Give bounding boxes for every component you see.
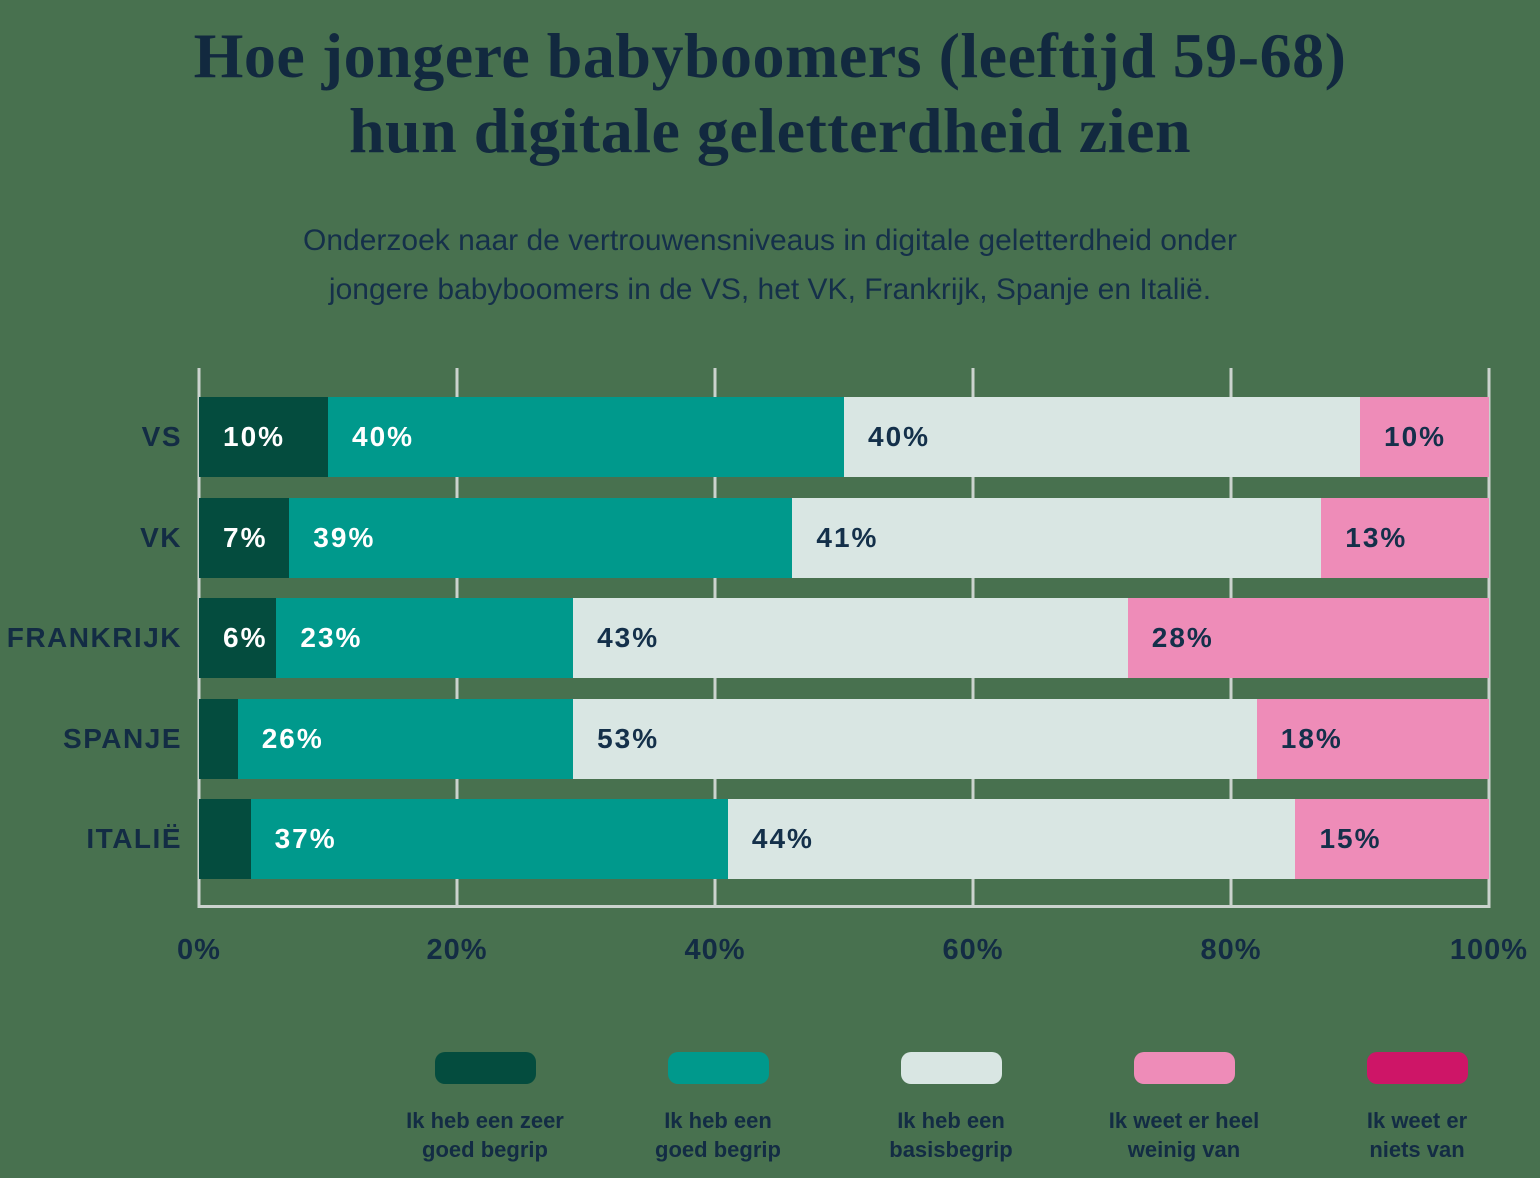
segment-vs-very-good: 10%	[199, 397, 328, 477]
segment-value-label: 53%	[597, 722, 660, 754]
legend-swatch-very-good	[434, 1052, 536, 1084]
segment-frankrijk-good: 23%	[276, 598, 574, 678]
legend-label-line1: Ik weet er	[1366, 1108, 1468, 1133]
x-axis-tick-labels: 0% 20% 40% 60% 80% 100%	[177, 934, 1527, 974]
segment-value-label: 10%	[1384, 421, 1447, 452]
legend-swatch-good	[667, 1052, 769, 1084]
legend-label-line1: Ik heb een	[897, 1108, 1005, 1133]
bar-row-spanje: SPANJE 26% 53% 18%	[63, 698, 1489, 779]
bar-row-frankrijk: FRANKRIJK 6% 23% 43% 28%	[7, 598, 1489, 678]
bar-rows: VS 10% 40% 40% 10% VK 7% 39% 41% 13% FRA…	[7, 368, 1489, 908]
bar-row-vk: VK 7% 39% 41% 13%	[140, 497, 1489, 578]
legend-swatch-very-little	[1133, 1052, 1235, 1084]
chart-subtitle-line1: Onderzoek naar de vertrouwensniveaus in …	[303, 224, 1237, 257]
x-tick-100: 100%	[1449, 934, 1529, 966]
legend-label-line2: basisbegrip	[889, 1137, 1013, 1162]
x-axis-line	[199, 905, 1489, 908]
chart-title-line2: hun digitale geletterdheid zien	[348, 95, 1192, 166]
segment-value-label: 18%	[1280, 722, 1343, 754]
segment-frankrijk-basic: 43%	[573, 598, 1128, 678]
chart-title: Hoe jongere babyboomers (leeftijd 59-68)…	[0, 18, 1540, 168]
segment-frankrijk-very-little: 28%	[1127, 598, 1489, 678]
country-label-spanje: SPANJE	[63, 722, 182, 754]
gridline-100	[1487, 368, 1491, 908]
x-tick-0: 0%	[177, 934, 221, 966]
segment-value-label: 44%	[751, 823, 814, 854]
segment-italie-basic: 44%	[727, 799, 1296, 879]
chart-subtitle-line2: jongere babyboomers in de VS, het VK, Fr…	[328, 273, 1212, 306]
legend: Ik heb een zeer goed begrip Ik heb een g…	[377, 1052, 1525, 1164]
segment-italie-very-good	[199, 799, 251, 879]
legend-label-line2: weinig van	[1127, 1137, 1241, 1162]
segment-vs-very-little: 10%	[1360, 397, 1489, 477]
segment-value-label: 10%	[223, 421, 286, 452]
segment-vk-very-good: 7%	[199, 497, 290, 578]
segment-vs-good: 40%	[328, 397, 844, 477]
chart-subtitle: Onderzoek naar de vertrouwensniveaus in …	[0, 216, 1540, 314]
bar-row-vs: VS 10% 40% 40% 10%	[142, 397, 1489, 477]
segment-value-label: 13%	[1345, 521, 1408, 553]
legend-item-very-little: Ik weet er heel weinig van	[1076, 1052, 1292, 1164]
legend-item-basic: Ik heb een basisbegrip	[843, 1052, 1059, 1164]
x-tick-40: 40%	[684, 934, 746, 966]
segment-value-label: 40%	[352, 421, 415, 452]
x-tick-20: 20%	[426, 934, 488, 966]
legend-label-line2: goed begrip	[422, 1137, 548, 1162]
legend-label-basic: Ik heb een basisbegrip	[889, 1106, 1012, 1164]
legend-label-line1: Ik heb een zeer	[406, 1108, 564, 1133]
chart-title-line1: Hoe jongere babyboomers (leeftijd 59-68)	[193, 20, 1347, 91]
segment-value-label: 6%	[223, 622, 268, 653]
legend-swatch-nothing	[1366, 1052, 1468, 1084]
legend-label-line2: niets van	[1369, 1137, 1465, 1162]
segment-value-label: 23%	[300, 622, 363, 653]
country-label-frankrijk: FRANKRIJK	[6, 622, 182, 653]
segment-value-label: 26%	[261, 722, 324, 754]
country-label-italie: ITALIË	[86, 823, 182, 854]
legend-item-good: Ik heb een goed begrip	[610, 1052, 826, 1164]
legend-label-line1: Ik weet er heel	[1108, 1108, 1260, 1133]
segment-frankrijk-very-good: 6%	[199, 598, 277, 678]
segment-vs-basic: 40%	[844, 397, 1360, 477]
segment-vk-very-little: 13%	[1321, 497, 1489, 578]
segment-vk-basic: 41%	[792, 497, 1322, 578]
country-label-vk: VK	[140, 521, 182, 553]
segment-value-label: 39%	[313, 521, 376, 553]
legend-label-very-little: Ik weet er heel weinig van	[1109, 1106, 1259, 1164]
x-tick-60: 60%	[942, 934, 1004, 966]
legend-label-very-good: Ik heb een zeer goed begrip	[406, 1106, 564, 1164]
segment-italie-very-little: 15%	[1295, 799, 1489, 879]
legend-swatch-basic	[900, 1052, 1002, 1084]
legend-label-nothing: Ik weet er niets van	[1367, 1106, 1467, 1164]
bar-row-italie: ITALIË 37% 44% 15%	[86, 799, 1489, 879]
segment-value-label: 7%	[223, 521, 268, 553]
segment-spanje-very-little: 18%	[1256, 698, 1489, 779]
segment-spanje-very-good	[199, 698, 238, 779]
segment-value-label: 15%	[1319, 823, 1382, 854]
segment-value-label: 37%	[274, 823, 337, 854]
stacked-bar-plot: VS 10% 40% 40% 10% VK 7% 39% 41% 13% FRA…	[7, 368, 1491, 908]
segment-spanje-basic: 53%	[573, 698, 1257, 779]
x-tick-80: 80%	[1200, 934, 1262, 966]
segment-value-label: 41%	[816, 521, 879, 553]
segment-value-label: 43%	[597, 622, 660, 653]
legend-label-good: Ik heb een goed begrip	[655, 1106, 781, 1164]
legend-label-line1: Ik heb een	[664, 1108, 772, 1133]
segment-spanje-good: 26%	[237, 698, 574, 779]
segment-value-label: 40%	[868, 421, 931, 452]
segment-italie-good: 37%	[250, 799, 728, 879]
segment-value-label: 28%	[1151, 622, 1214, 653]
legend-item-very-good: Ik heb een zeer goed begrip	[377, 1052, 593, 1164]
legend-item-nothing: Ik weet er niets van	[1309, 1052, 1525, 1164]
legend-label-line2: goed begrip	[655, 1137, 781, 1162]
country-label-vs: VS	[141, 421, 182, 452]
segment-vk-good: 39%	[289, 497, 793, 578]
